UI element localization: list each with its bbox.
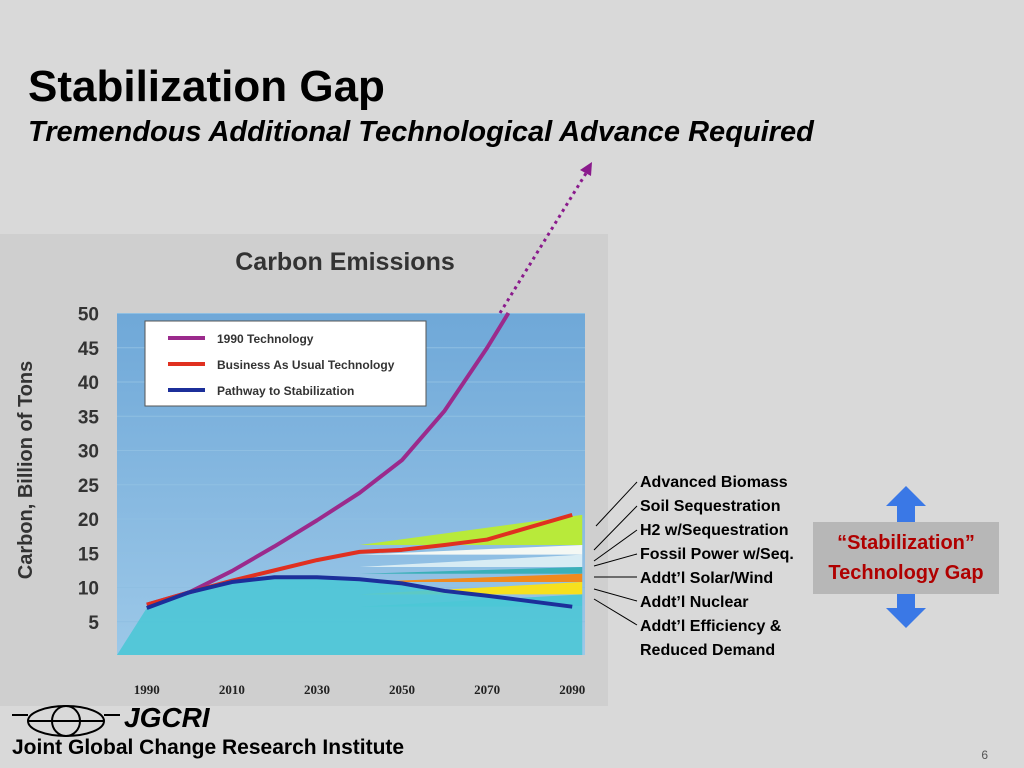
y-tick-label: 10 (78, 579, 99, 600)
gap-label-line1: “Stabilization” (837, 532, 975, 554)
y-tick-label: 5 (88, 613, 99, 634)
wedge-area (359, 554, 583, 567)
chart-title: Carbon Emissions (235, 248, 455, 276)
pointer-arrow (593, 505, 638, 551)
page-number: 6 (981, 748, 988, 762)
slide-subtitle: Tremendous Additional Technological Adva… (28, 116, 814, 148)
wedge-area (359, 545, 583, 555)
x-tick-label: 1990 (134, 682, 160, 697)
pointer-arrow (595, 481, 638, 527)
globe-logo-icon (12, 705, 120, 737)
wedge-label: Addt’l Solar/Wind (640, 570, 774, 587)
wedge-pointer-arrows (593, 481, 638, 626)
y-tick-label: 35 (78, 407, 100, 428)
wedge-label: Reduced Demand (640, 642, 776, 659)
series-line (146, 311, 511, 607)
y-tick-label: 30 (78, 442, 99, 463)
pointer-arrow (593, 588, 638, 602)
wedge-label: Addt’l Efficiency & (640, 618, 782, 635)
stabilization-gap-box: “Stabilization” Technology Gap (813, 522, 999, 594)
series-line (146, 575, 573, 610)
pointer-arrow (593, 529, 638, 562)
y-tick-label: 50 (78, 305, 99, 326)
pointer-arrow (593, 598, 638, 626)
gap-label-line2: Technology Gap (828, 562, 984, 584)
wedge-area (359, 573, 583, 583)
stabilization-wedges (117, 514, 583, 655)
chart-legend: 1990 Technology Business As Usual Technol… (144, 320, 427, 407)
organization-name: Joint Global Change Research Institute (12, 736, 405, 759)
y-axis-label: Carbon, Billion of Tons (15, 361, 37, 580)
gap-down-arrow-icon (886, 594, 926, 628)
y-axis-ticks: 5 10 15 20 25 30 35 40 45 50 (78, 305, 100, 634)
gap-up-arrow-icon (886, 486, 926, 522)
legend-label: Pathway to Stabilization (217, 384, 354, 398)
x-tick-label: 2050 (389, 682, 415, 697)
wedge-area (359, 582, 583, 595)
y-tick-label: 15 (78, 544, 100, 565)
x-tick-label: 2010 (219, 682, 245, 697)
wedge-label: Fossil Power w/Seq. (640, 546, 794, 563)
slide-title: Stabilization Gap (28, 62, 385, 111)
x-tick-label: 2030 (304, 682, 330, 697)
y-tick-label: 20 (78, 510, 99, 531)
legend-label: Business As Usual Technology (217, 358, 395, 372)
wedge-area (359, 566, 583, 574)
wedge-area (359, 514, 583, 546)
y-tick-label: 25 (78, 476, 100, 497)
y-tick-label: 45 (78, 339, 100, 360)
legend-label: 1990 Technology (217, 332, 314, 346)
wedge-label: Soil Sequestration (640, 498, 781, 515)
wedge-label: Addt’l Nuclear (640, 594, 749, 611)
x-tick-label: 2090 (559, 682, 585, 697)
wedge-label: H2 w/Sequestration (640, 522, 789, 539)
emission-lines (146, 311, 573, 610)
x-tick-label: 2070 (474, 682, 500, 697)
jgcri-logo-text: JGCRI (124, 702, 210, 733)
x-axis-ticks: 1990 2010 2030 2050 2070 2090 (134, 682, 585, 697)
wedge-labels: Advanced Biomass Soil Sequestration H2 w… (640, 471, 794, 663)
efficiency-base-area (117, 577, 583, 655)
pointer-arrow (593, 553, 638, 567)
dotted-extension-arrowhead (580, 162, 592, 176)
y-tick-label: 40 (78, 373, 99, 394)
wedge-label: Advanced Biomass (640, 474, 788, 491)
